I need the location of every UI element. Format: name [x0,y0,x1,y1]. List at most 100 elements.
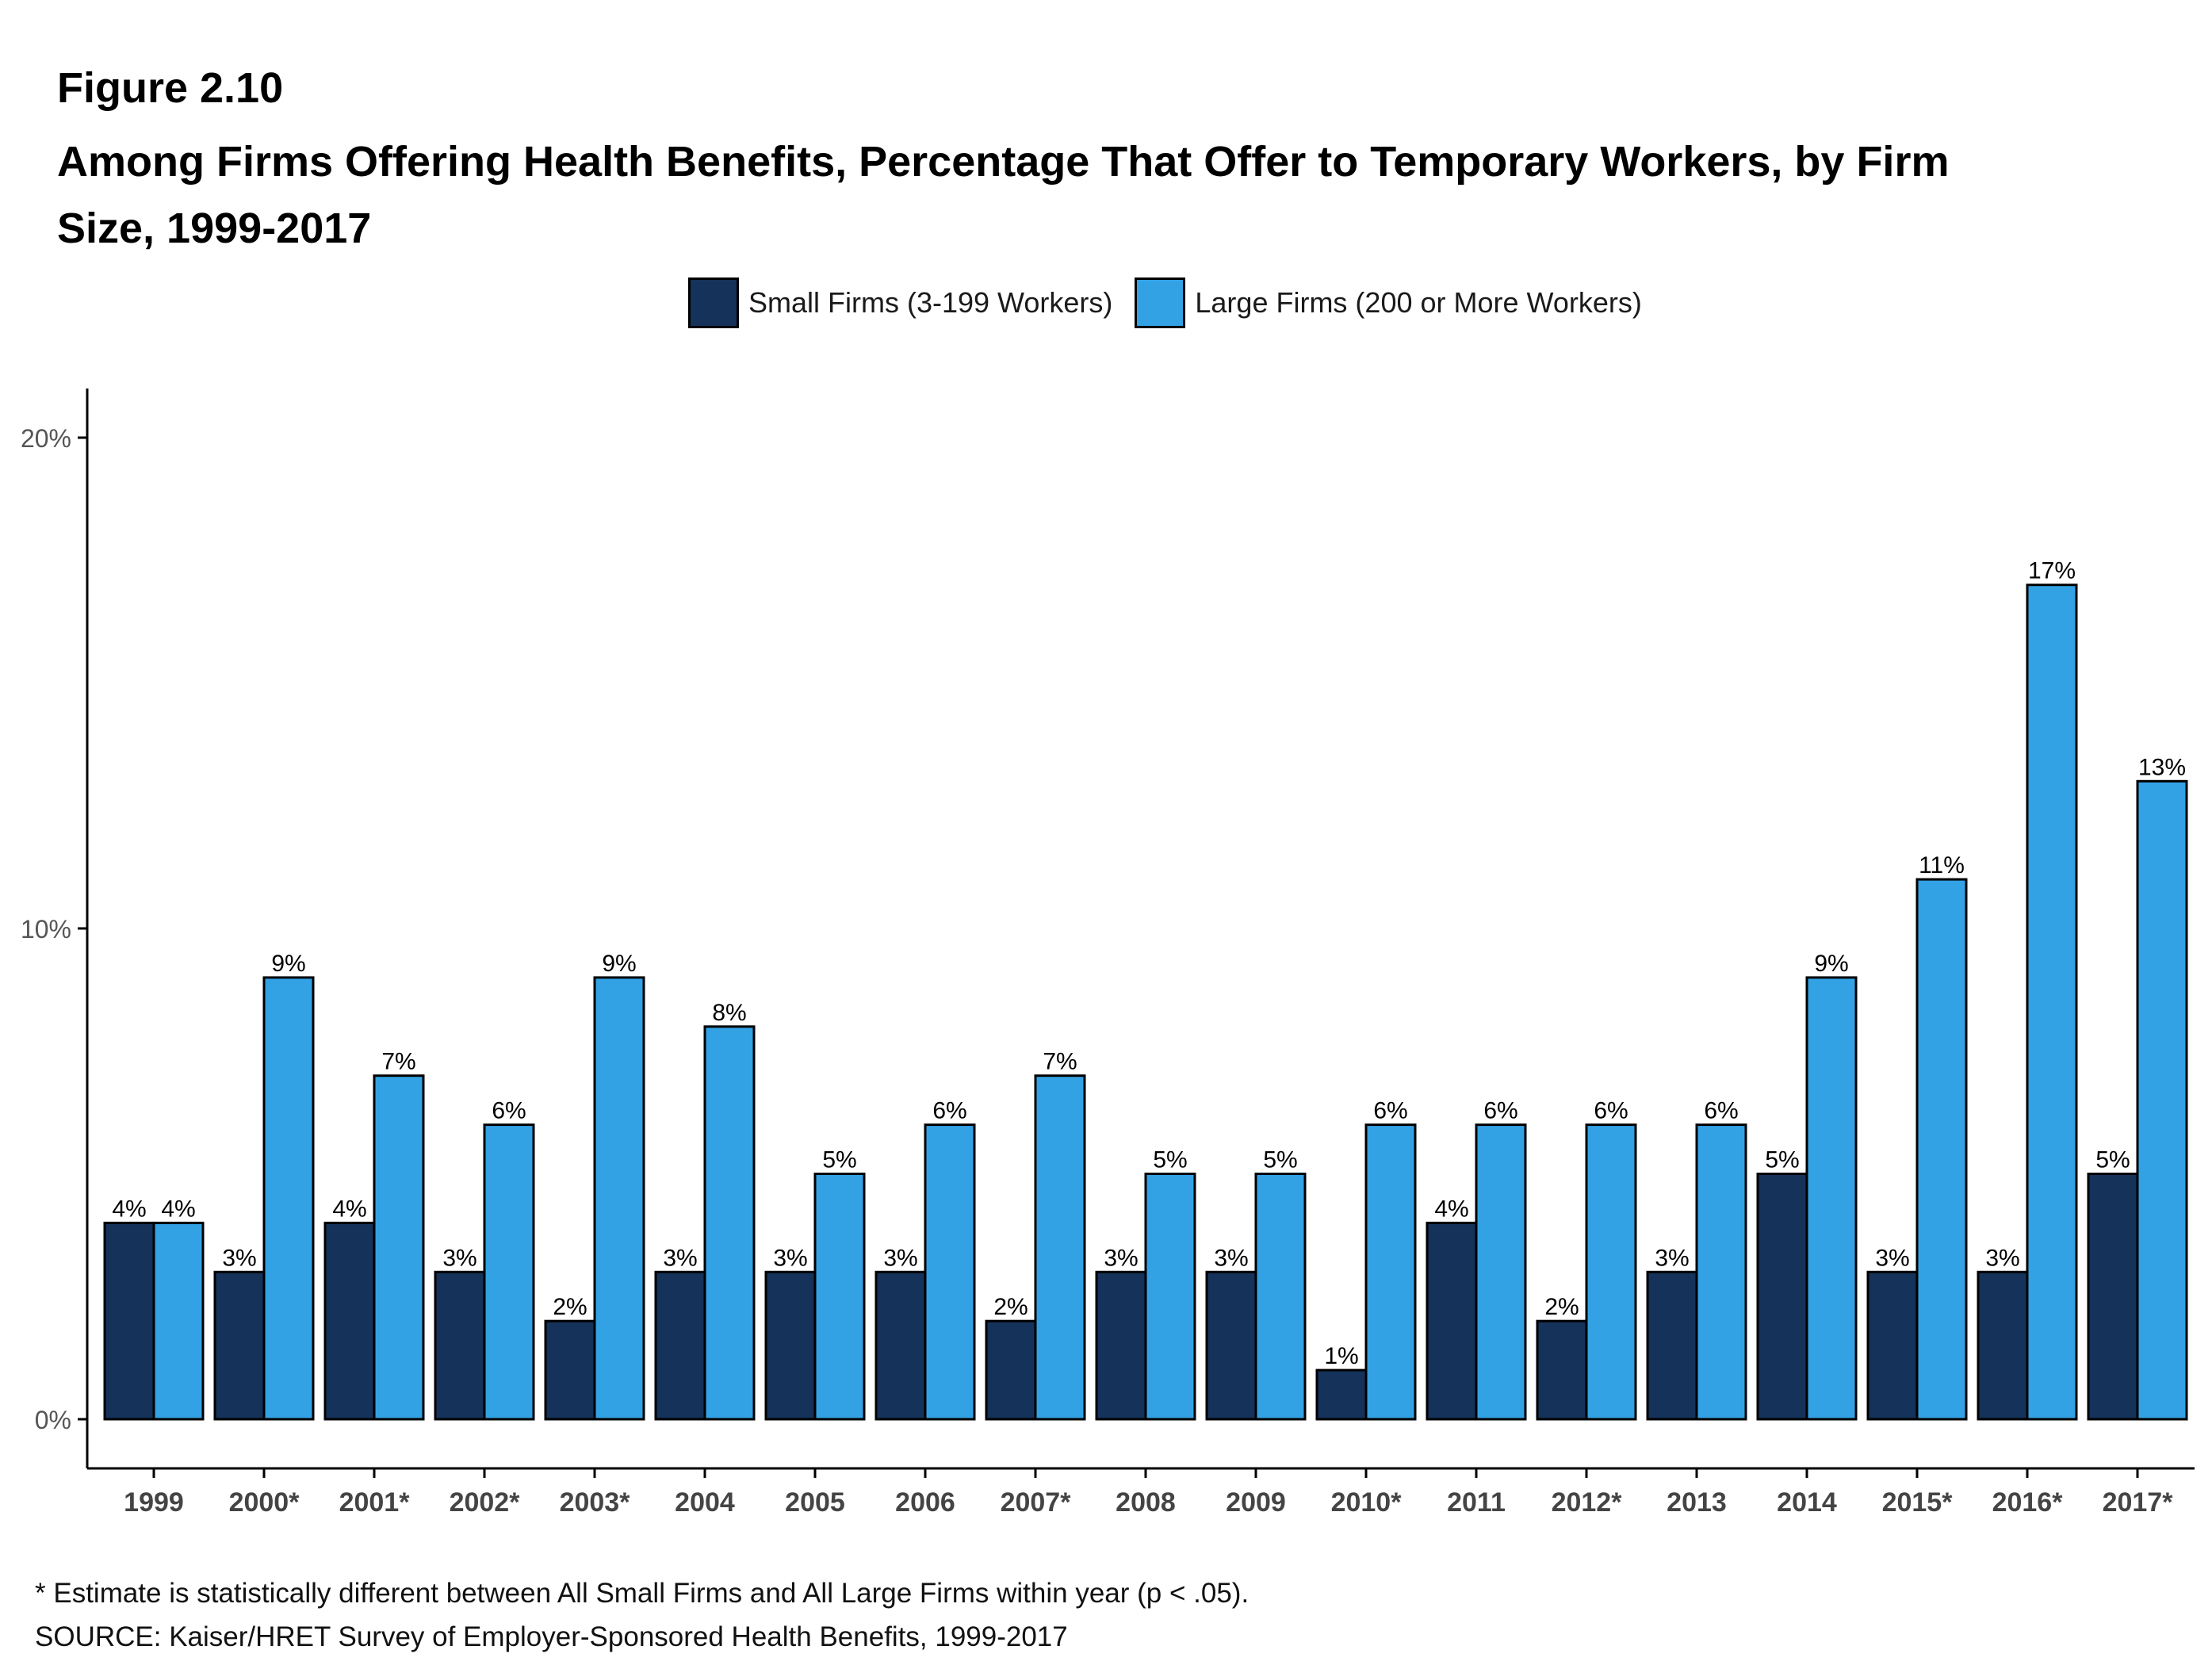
bar-large-firms [1254,1173,1307,1421]
data-label-large-firms: 6% [1594,1098,1628,1124]
data-label-small-firms: 4% [112,1196,146,1222]
x-tick-label: 2011 [1447,1487,1506,1518]
bar-small-firms [323,1221,376,1421]
bar-large-firms [593,976,645,1421]
data-label-small-firms: 5% [1765,1147,1799,1173]
data-label-large-firms: 9% [1814,951,1848,977]
figure-label: Figure 2.10 [57,64,284,112]
data-label-small-firms: 3% [1985,1245,2019,1271]
x-tick-label: 2014 [1777,1487,1837,1518]
y-tick-label: 20% [21,424,71,453]
bar-small-firms [434,1270,486,1421]
data-label-large-firms: 11% [1919,852,1965,878]
data-label-large-firms: 8% [712,1000,746,1026]
y-tick-label: 10% [21,915,71,944]
data-label-small-firms: 2% [993,1294,1028,1320]
data-label-small-firms: 2% [1544,1294,1579,1320]
data-label-large-firms: 5% [1263,1147,1297,1173]
x-tick-label: 2004 [675,1487,735,1518]
x-tick-label: 2007* [1001,1487,1072,1518]
legend-swatch-small-firms [688,278,739,328]
chart-title: Among Firms Offering Health Benefits, Pe… [57,138,1950,252]
data-label-large-firms: 7% [381,1049,415,1075]
x-tick-label: 2009 [1226,1487,1286,1518]
data-label-large-firms: 4% [161,1196,195,1222]
data-label-large-firms: 6% [492,1098,526,1124]
data-label-small-firms: 3% [222,1245,256,1271]
data-label-large-firms: 5% [1153,1147,1187,1173]
bar-large-firms [152,1221,205,1421]
data-label-small-firms: 2% [553,1294,587,1320]
bar-large-firms [1364,1123,1417,1421]
bar-large-firms [813,1173,866,1421]
bar-large-firms [483,1123,535,1421]
bar-large-firms [2136,779,2188,1421]
legend-label-small-firms: Small Firms (3-199 Workers) [748,286,1113,319]
x-tick-label: 2005 [785,1487,845,1518]
data-label-large-firms: 9% [602,951,636,977]
bar-small-firms [1095,1270,1147,1421]
bar-large-firms [1805,976,1858,1421]
data-label-large-firms: 6% [1373,1098,1407,1124]
bar-small-firms [2087,1173,2139,1421]
bar-large-firms [262,976,315,1421]
bar-small-firms [764,1270,817,1421]
data-label-small-firms: 3% [1655,1245,1689,1271]
x-tick-label: 2008 [1116,1487,1176,1518]
bar-small-firms [1977,1270,2029,1421]
data-label-small-firms: 1% [1324,1343,1358,1369]
x-tick-label: 2013 [1667,1487,1727,1518]
x-tick-label: 1999 [124,1487,184,1518]
data-label-small-firms: 3% [442,1245,476,1271]
data-label-small-firms: 3% [883,1245,917,1271]
data-label-large-firms: 17% [2028,558,2076,584]
data-label-small-firms: 3% [663,1245,697,1271]
x-tick-label: 2002* [450,1487,521,1518]
bar-small-firms [1646,1270,1698,1421]
data-label-small-firms: 4% [332,1196,366,1222]
legend-item-small-firms: Small Firms (3-199 Workers) [688,278,1112,328]
bar-small-firms [654,1270,706,1421]
bar-small-firms [1756,1173,1808,1421]
x-tick-label: 2017* [2103,1487,2174,1518]
data-label-large-firms: 7% [1043,1049,1077,1075]
bar-large-firms [924,1123,976,1421]
bar-chart: 0% 10% 20% 1999 2000* 2001* 2002* 2003* 2004 2005… [21,388,2195,1518]
data-label-small-firms: 5% [2095,1147,2130,1173]
x-tick-label: 2016* [1992,1487,2064,1518]
x-tick-label: 2001* [339,1487,411,1518]
data-label-small-firms: 3% [1214,1245,1248,1271]
x-tick-label: 2012* [1552,1487,1623,1518]
data-label-small-firms: 3% [773,1245,807,1271]
bar-small-firms [985,1319,1037,1421]
bar-small-firms [213,1270,266,1421]
data-labels: 4% 4% 3% 9% 4% 7% 3% 6% 2% 9% 3% 8% 3% 5% 3% 6% 2% 7% 3% 5%… [112,558,2186,1369]
data-label-large-firms: 9% [271,951,305,977]
source-note: SOURCE: Kaiser/HRET Survey of Employer-S… [35,1621,1068,1652]
bar-large-firms [1144,1173,1196,1421]
bar-large-firms [703,1025,756,1421]
x-tick-label: 2000* [229,1487,300,1518]
axes: 0% 10% 20% 1999 2000* 2001* 2002* 2003* 2004 2005… [21,388,2195,1518]
bar-large-firms [1034,1074,1086,1421]
bar-small-firms [1426,1221,1478,1421]
data-label-small-firms: 4% [1434,1196,1468,1222]
x-tick-label: 2015* [1882,1487,1954,1518]
footnote: * Estimate is statistically different be… [35,1578,1250,1609]
legend: Small Firms (3-199 Workers) Large Firms … [688,278,1664,328]
bar-large-firms [1695,1123,1747,1421]
x-tick-label: 2006 [895,1487,955,1518]
legend-label-large-firms: Large Firms (200 or More Workers) [1195,286,1642,319]
bar-large-firms [1475,1123,1527,1421]
bar-large-firms [1585,1123,1637,1421]
data-label-large-firms: 13% [2138,754,2186,780]
bar-small-firms [1866,1270,1919,1421]
data-label-large-firms: 6% [1704,1098,1738,1124]
bar-large-firms [373,1074,425,1421]
data-label-small-firms: 3% [1875,1245,1909,1271]
bar-large-firms [2026,584,2078,1421]
bar-small-firms [1536,1319,1588,1421]
legend-item-large-firms: Large Firms (200 or More Workers) [1135,278,1642,328]
bar-small-firms [1315,1368,1368,1421]
data-label-large-firms: 5% [822,1147,856,1173]
